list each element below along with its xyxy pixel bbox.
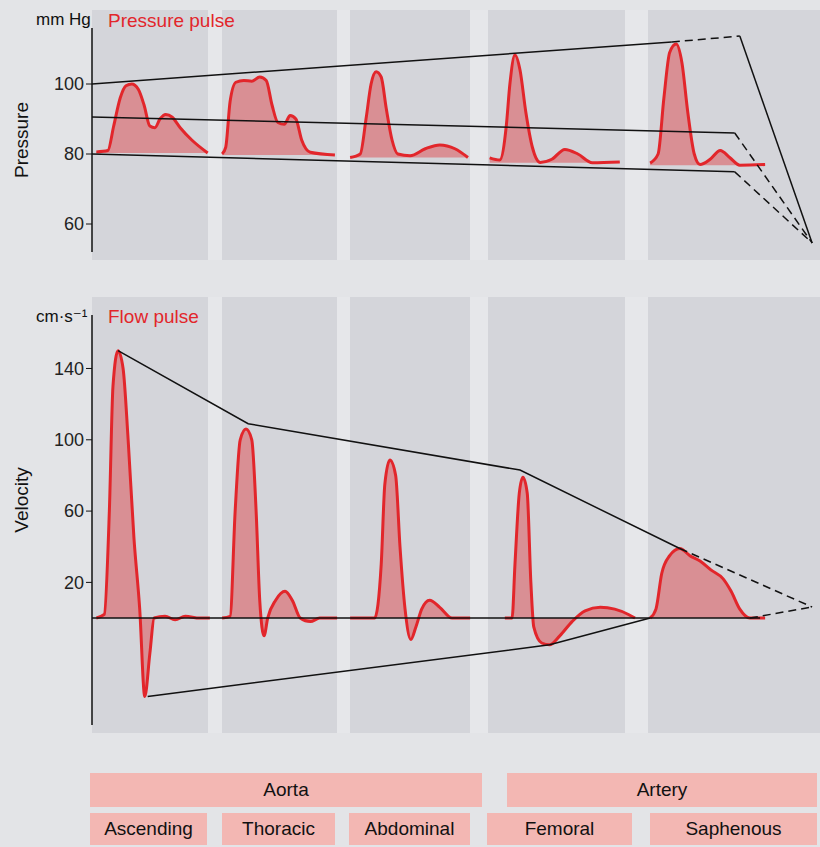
svg-text:140: 140	[54, 359, 84, 379]
html-text:cm·s⁻¹: cm·s⁻¹	[36, 307, 88, 326]
html-text:Thoracic: Thoracic	[242, 818, 315, 839]
html-text:Flow pulse: Flow pulse	[108, 306, 199, 327]
html-text:Ascending: Ascending	[104, 818, 193, 839]
html-text:Aorta: Aorta	[263, 779, 309, 800]
svg-text:60: 60	[64, 501, 84, 521]
svg-text:100: 100	[54, 430, 84, 450]
html-text:Abdominal: Abdominal	[364, 818, 455, 839]
svg-text:20: 20	[64, 573, 84, 593]
html-text:Velocity: Velocity	[11, 467, 32, 533]
html-text:Artery: Artery	[636, 779, 688, 800]
html-text:Pressure: Pressure	[11, 102, 32, 178]
svg-text:80: 80	[64, 144, 84, 164]
html-text:Saphenous: Saphenous	[685, 818, 782, 839]
svg-text:100: 100	[54, 74, 84, 94]
html-text:Pressure pulse: Pressure pulse	[108, 10, 235, 31]
html-text:Femoral: Femoral	[524, 818, 595, 839]
html-text:mm Hg: mm Hg	[36, 10, 91, 29]
svg-text:60: 60	[64, 214, 84, 234]
